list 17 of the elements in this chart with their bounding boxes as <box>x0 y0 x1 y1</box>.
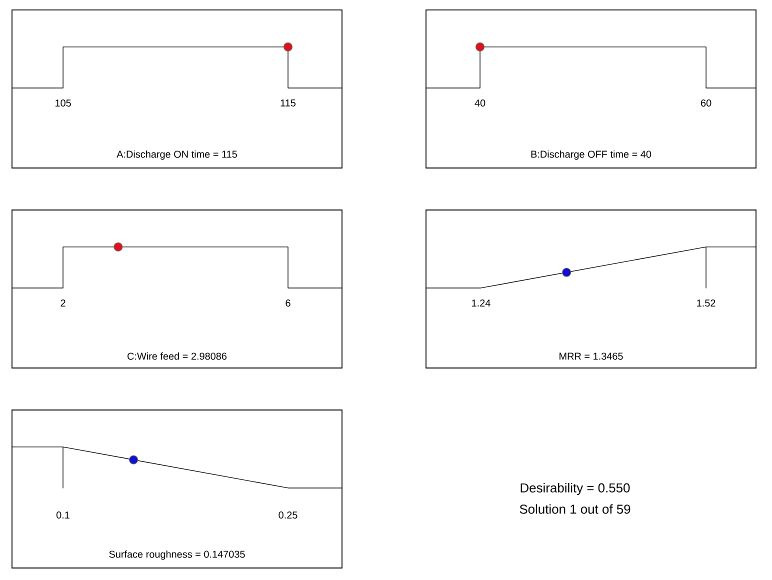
x-axis-title: Surface roughness = 0.147035 <box>109 550 245 560</box>
x-tick-label: 0.25 <box>278 512 298 519</box>
x-tick-label: 105 <box>56 100 71 107</box>
x-tick-label: 40 <box>474 100 486 107</box>
x-tick-label: 60 <box>701 100 712 107</box>
x-tick-label: 2 <box>60 300 66 306</box>
x-tick-label: 115 <box>280 100 296 106</box>
x-axis-title: C:Wire feed = 2.98086 <box>128 352 227 360</box>
x-tick-label: 6 <box>286 300 290 307</box>
x-tick-label: 1.24 <box>472 300 490 306</box>
x-axis-title: B:Discharge OFF time = 40 <box>531 150 652 160</box>
x-axis-title: A:Discharge ON time = 115 <box>116 150 237 160</box>
x-tick-label: 1.52 <box>697 300 716 307</box>
x-tick-label: 0.1 <box>56 512 70 519</box>
text: Desirability = 0.550 <box>520 482 630 496</box>
text: Solution 1 out of 59 <box>520 504 630 514</box>
x-axis-title: MRR = 1.3465 <box>560 352 623 360</box>
